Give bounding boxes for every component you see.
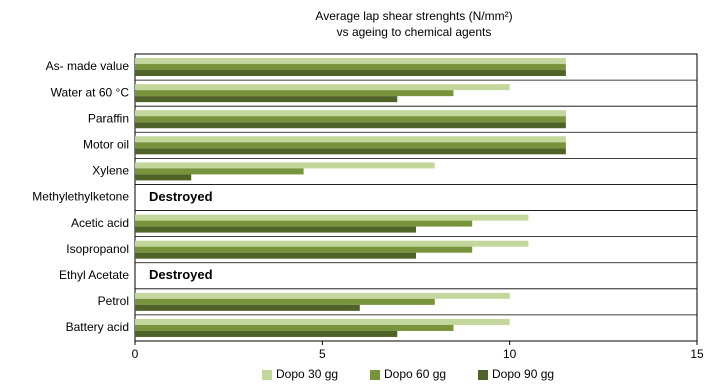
bar-dopo-90-gg-isopropanol [135, 252, 416, 259]
bar-dopo-30-gg-xylene [135, 162, 435, 169]
category-label-water-at-60-c: Water at 60 °C [51, 85, 130, 99]
legend-swatch-dopo-60-gg [370, 370, 380, 380]
chart-title-line-2: vs ageing to chemical agents [337, 25, 492, 39]
category-label-motor-oil: Motor oil [83, 137, 129, 151]
annotations: Destroyed Destroyed [149, 189, 213, 282]
x-tick-label-15: 15 [690, 347, 704, 361]
bar-dopo-90-gg-motor-oil [135, 148, 566, 155]
category-label-xylene: Xylene [92, 164, 129, 178]
x-axis: 0 5 10 15 [132, 341, 704, 361]
bar-dopo-60-gg-xylene [135, 168, 304, 175]
bar-dopo-90-gg-xylene [135, 174, 192, 181]
x-tick-label-0: 0 [132, 347, 139, 361]
bar-dopo-30-gg-petrol [135, 292, 510, 299]
bar-dopo-90-gg-battery-acid [135, 330, 398, 337]
category-label-isopropanol: Isopropanol [66, 242, 129, 256]
category-label-methylethylketone: Methylethylketone [32, 190, 129, 204]
bars [135, 58, 566, 337]
bar-dopo-60-gg-battery-acid [135, 324, 454, 331]
bar-dopo-90-gg-petrol [135, 304, 360, 311]
legend-swatch-dopo-90-gg [478, 370, 488, 380]
bar-dopo-30-gg-isopropanol [135, 240, 529, 247]
x-tick-label-10: 10 [503, 347, 517, 361]
legend-label-dopo-90-gg: Dopo 90 gg [492, 367, 554, 381]
chart-title-line-1: Average lap shear strenghts (N/mm²) [315, 9, 512, 23]
legend: Dopo 30 gg Dopo 60 gg Dopo 90 gg [262, 367, 554, 381]
annotation-methylethylketone: Destroyed [149, 189, 213, 204]
plot-frame [134, 53, 698, 342]
bar-dopo-30-gg-water-at-60-c [135, 84, 510, 91]
chart-title: Average lap shear strenghts (N/mm²) vs a… [315, 9, 512, 39]
category-label-as-made-value: As- made value [46, 59, 130, 73]
bar-dopo-60-gg-isopropanol [135, 246, 473, 253]
category-label-ethyl-acetate: Ethyl Acetate [59, 268, 129, 282]
bar-dopo-60-gg-acetic-acid [135, 220, 473, 227]
bar-dopo-90-gg-as-made-value [135, 70, 566, 77]
category-labels: As- made value Water at 60 °C Paraffin Moto… [32, 59, 129, 334]
bar-dopo-30-gg-paraffin [135, 110, 566, 117]
bar-dopo-60-gg-water-at-60-c [135, 90, 454, 97]
category-label-battery-acid: Battery acid [66, 320, 129, 334]
legend-swatch-dopo-30-gg [262, 370, 272, 380]
bar-dopo-60-gg-as-made-value [135, 64, 566, 71]
bar-dopo-60-gg-motor-oil [135, 142, 566, 149]
bar-dopo-30-gg-as-made-value [135, 58, 566, 65]
legend-label-dopo-30-gg: Dopo 30 gg [276, 367, 338, 381]
grid [134, 53, 698, 342]
category-label-acetic-acid: Acetic acid [71, 216, 129, 230]
bar-dopo-60-gg-petrol [135, 298, 435, 305]
bar-dopo-30-gg-acetic-acid [135, 214, 529, 221]
category-label-paraffin: Paraffin [88, 111, 129, 125]
bar-dopo-90-gg-acetic-acid [135, 226, 416, 233]
x-tick-label-5: 5 [319, 347, 326, 361]
bar-dopo-30-gg-motor-oil [135, 136, 566, 143]
annotation-ethyl-acetate: Destroyed [149, 267, 213, 282]
category-label-petrol: Petrol [98, 294, 129, 308]
bar-dopo-90-gg-paraffin [135, 122, 566, 129]
bar-dopo-90-gg-water-at-60-c [135, 96, 398, 103]
bar-dopo-30-gg-battery-acid [135, 318, 510, 325]
bar-dopo-60-gg-paraffin [135, 116, 566, 123]
legend-label-dopo-60-gg: Dopo 60 gg [384, 367, 446, 381]
